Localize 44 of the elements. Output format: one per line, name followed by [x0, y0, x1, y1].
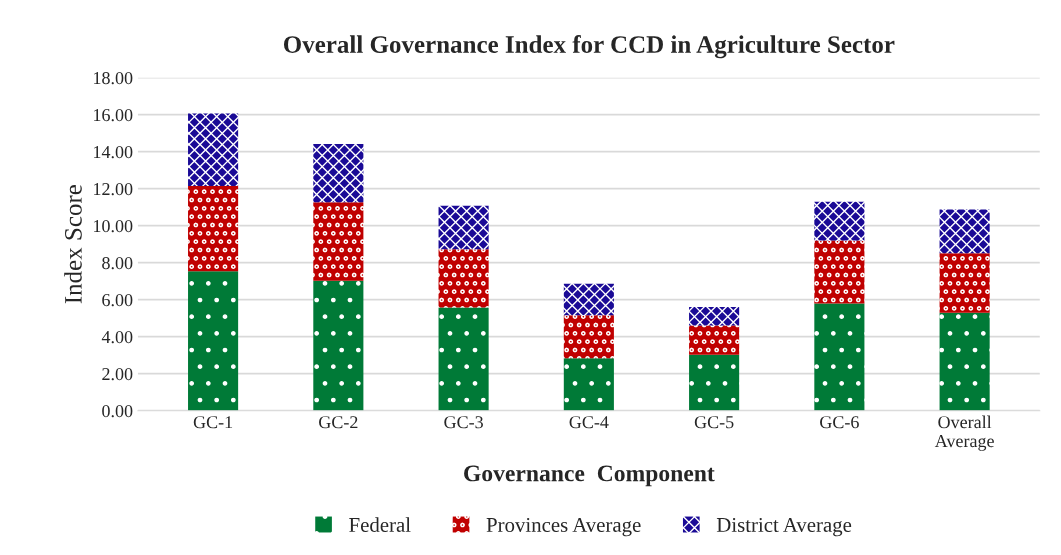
- bar: [188, 185, 239, 272]
- x-tick-label: GC-4: [569, 416, 609, 429]
- y-tick-label: 12.00: [94, 182, 133, 196]
- bar: [814, 201, 865, 241]
- bar: [313, 202, 364, 281]
- y-tick-label: 6.00: [102, 293, 133, 307]
- x-tick-label: GC-2: [319, 416, 358, 429]
- y-tick-label: 0.00: [102, 404, 133, 418]
- bar: [939, 253, 990, 313]
- x-tick-label: GC-3: [444, 416, 483, 429]
- bar: [188, 113, 239, 186]
- legend-label: Federal: [349, 517, 411, 532]
- x-tick-label: GC-6: [820, 416, 859, 429]
- bar: [438, 205, 489, 250]
- bar: [939, 209, 990, 254]
- y-tick-label: 16.00: [94, 108, 133, 122]
- y-tick-label: 2.00: [102, 367, 133, 381]
- bar: [313, 144, 364, 203]
- bar: [438, 249, 489, 308]
- bar: [188, 271, 239, 411]
- bar: [563, 283, 614, 316]
- x-axis-title: Governance Component: [464, 465, 715, 487]
- bar: [689, 354, 740, 411]
- legend-label: Provinces Average: [486, 517, 641, 537]
- x-tick-label: GC-5: [694, 416, 734, 429]
- bar: [563, 358, 614, 411]
- chart-title: Overall Governance Index for CCD in Agriculture Sector: [283, 35, 895, 59]
- bar: [313, 280, 364, 411]
- bar: [939, 312, 990, 411]
- bar: [438, 307, 489, 411]
- y-tick-label: 4.00: [101, 330, 133, 344]
- y-tick-label: 10.00: [94, 219, 133, 233]
- legend-label: District Average: [716, 517, 852, 537]
- bar: [814, 303, 865, 411]
- bar: [563, 315, 614, 359]
- x-tick-label: GC-1: [193, 416, 233, 429]
- bar: [689, 307, 740, 326]
- y-tick-label: 18.00: [94, 71, 133, 85]
- y-axis-title: Index Score: [64, 185, 82, 304]
- y-tick-label: 14.00: [94, 145, 133, 159]
- bar: [814, 240, 865, 304]
- bar: [689, 325, 740, 355]
- x-tick-label: Overall Average: [934, 415, 994, 451]
- y-tick-label: 8.00: [102, 256, 133, 270]
